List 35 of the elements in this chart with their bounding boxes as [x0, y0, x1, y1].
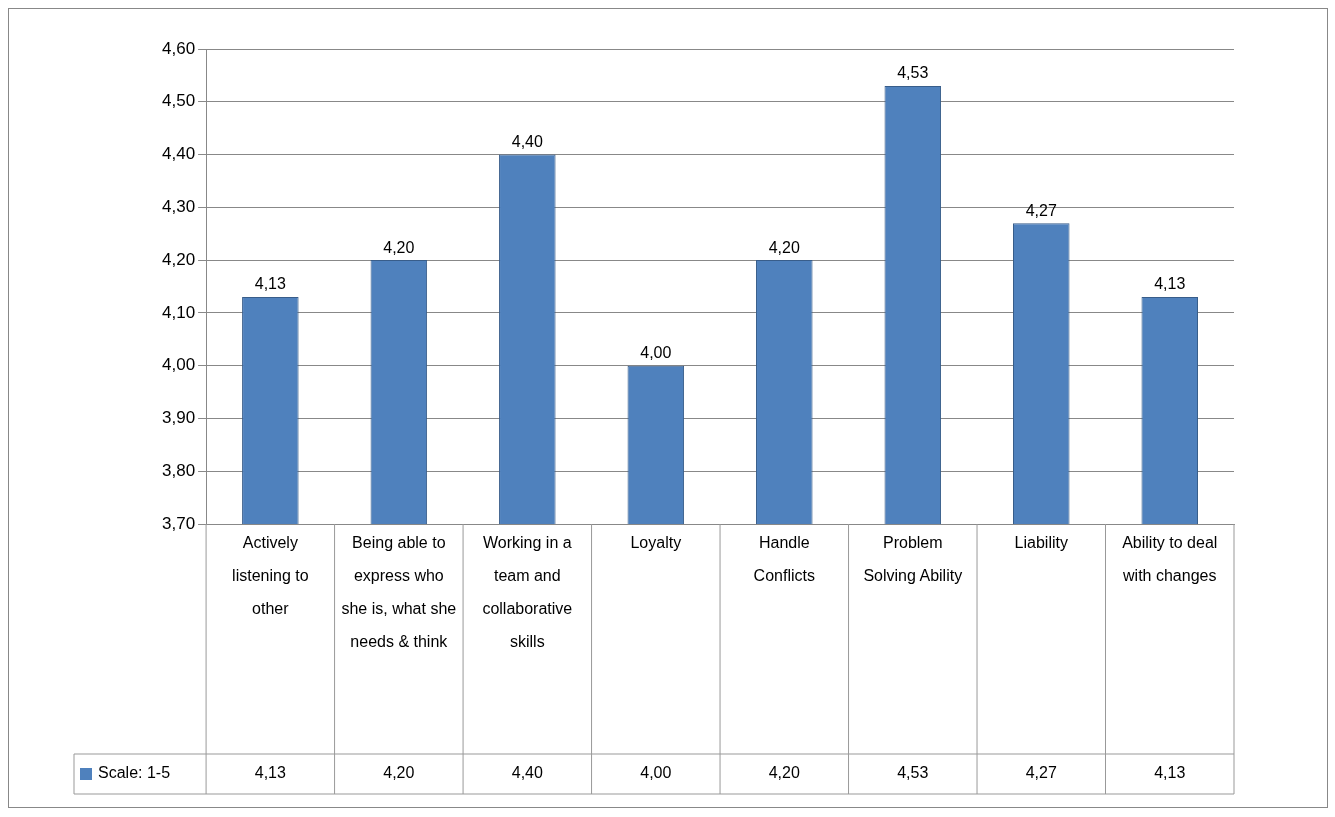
data-label: 4,20 [768, 764, 800, 782]
x-tick-label: Handle Conflicts [753, 534, 815, 585]
text: 4,53 [897, 64, 929, 82]
legend-label: Scale: 1-5 [98, 764, 171, 782]
y-tick-label: 4,30 [161, 197, 196, 217]
x-tick-label: Liability [1014, 534, 1068, 552]
y-tick-label: 4,60 [161, 38, 196, 58]
data-label: 4,00 [640, 764, 672, 782]
text: 4,00 [640, 344, 672, 362]
data-label: 4,40 [511, 764, 543, 782]
text: 4,40 [511, 132, 543, 150]
x-tick-label: Being able to express who she is, what she needs & think [341, 534, 457, 651]
data-label: 4,13 [254, 764, 286, 782]
y-tick-label: 4,40 [161, 144, 196, 164]
y-tick-label: 4,50 [161, 91, 196, 111]
y-tick-label: 4,00 [161, 355, 196, 375]
x-tick-label: Working in a team and collaborative skills [482, 534, 573, 651]
y-tick-label: 3,70 [161, 513, 196, 533]
data-label: 4,27 [1025, 764, 1057, 782]
y-tick-label: 4,10 [161, 302, 196, 322]
text: 4,13 [254, 275, 286, 293]
x-tick-label: Problem Solving Ability [863, 534, 963, 585]
data-label: 4,20 [383, 764, 415, 782]
data-label: 4,53 [897, 764, 929, 782]
x-tick-label: Ability to deal with changes [1122, 534, 1218, 585]
y-tick-label: 3,90 [161, 408, 196, 428]
x-tick-label: Actively listening to other [232, 534, 309, 618]
y-tick-label: 3,80 [161, 460, 196, 480]
text: 4,13 [1154, 275, 1186, 293]
text: 4,20 [383, 238, 415, 256]
text: 4,27 [1025, 201, 1057, 219]
y-tick-label: 4,20 [161, 249, 196, 269]
x-tick-label: Loyalty [630, 534, 682, 552]
data-label: 4,13 [1154, 764, 1186, 782]
text: 4,20 [768, 238, 800, 256]
